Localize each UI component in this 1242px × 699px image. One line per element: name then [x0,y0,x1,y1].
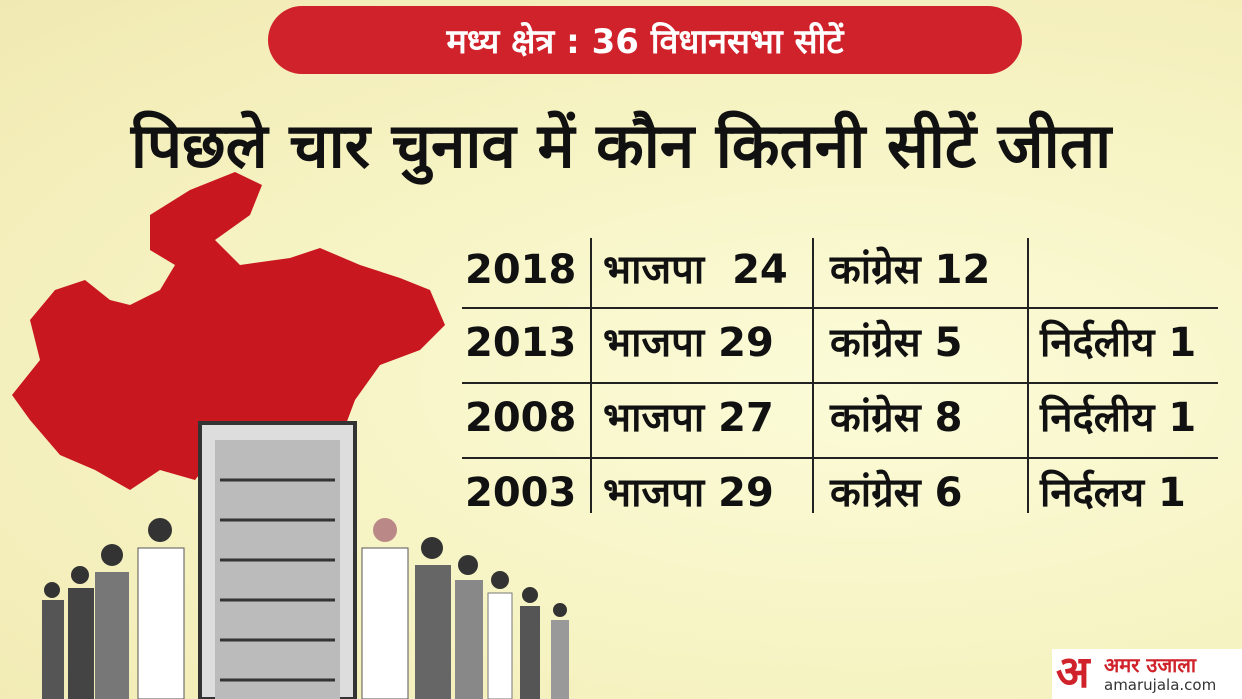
row-divider [462,307,1218,309]
party-congress: कांग्रेस 12 [830,247,991,293]
column-divider [1027,238,1029,513]
year: 2003 [465,470,577,516]
people [42,518,569,699]
row-divider [462,382,1218,384]
year: 2008 [465,395,577,441]
party-bjp: भाजपा 29 [603,320,774,366]
column-divider [590,238,592,513]
year: 2013 [465,320,577,366]
logo: अ अमर उजाला amarujala.com [1052,649,1242,699]
evm [198,421,357,699]
party-congress: कांग्रेस 8 [830,395,963,441]
logo-url: amarujala.com [1104,676,1217,694]
party-congress: कांग्रेस 5 [830,320,963,366]
party-independent: निर्दलीय 1 [1040,395,1197,441]
party-independent: निर्दलीय 1 [1040,320,1197,366]
party-bjp: भाजपा 29 [603,470,774,516]
row-divider [462,457,1218,459]
logo-mark: अ [1056,647,1090,698]
party-bjp: भाजपा 24 [603,247,788,293]
map [12,172,445,490]
party-congress: कांग्रेस 6 [830,470,963,516]
year: 2018 [465,247,577,293]
column-divider [812,238,814,513]
party-bjp: भाजपा 27 [603,395,774,441]
title: पिछले चार चुनाव में कौन कितनी सीटें जीता [130,109,1112,182]
logo-name: अमर उजाला [1104,653,1197,677]
banner: मध्य क्षेत्र : 36 विधानसभा सीटें [268,6,1022,74]
party-independent: निर्दलय 1 [1040,470,1186,516]
